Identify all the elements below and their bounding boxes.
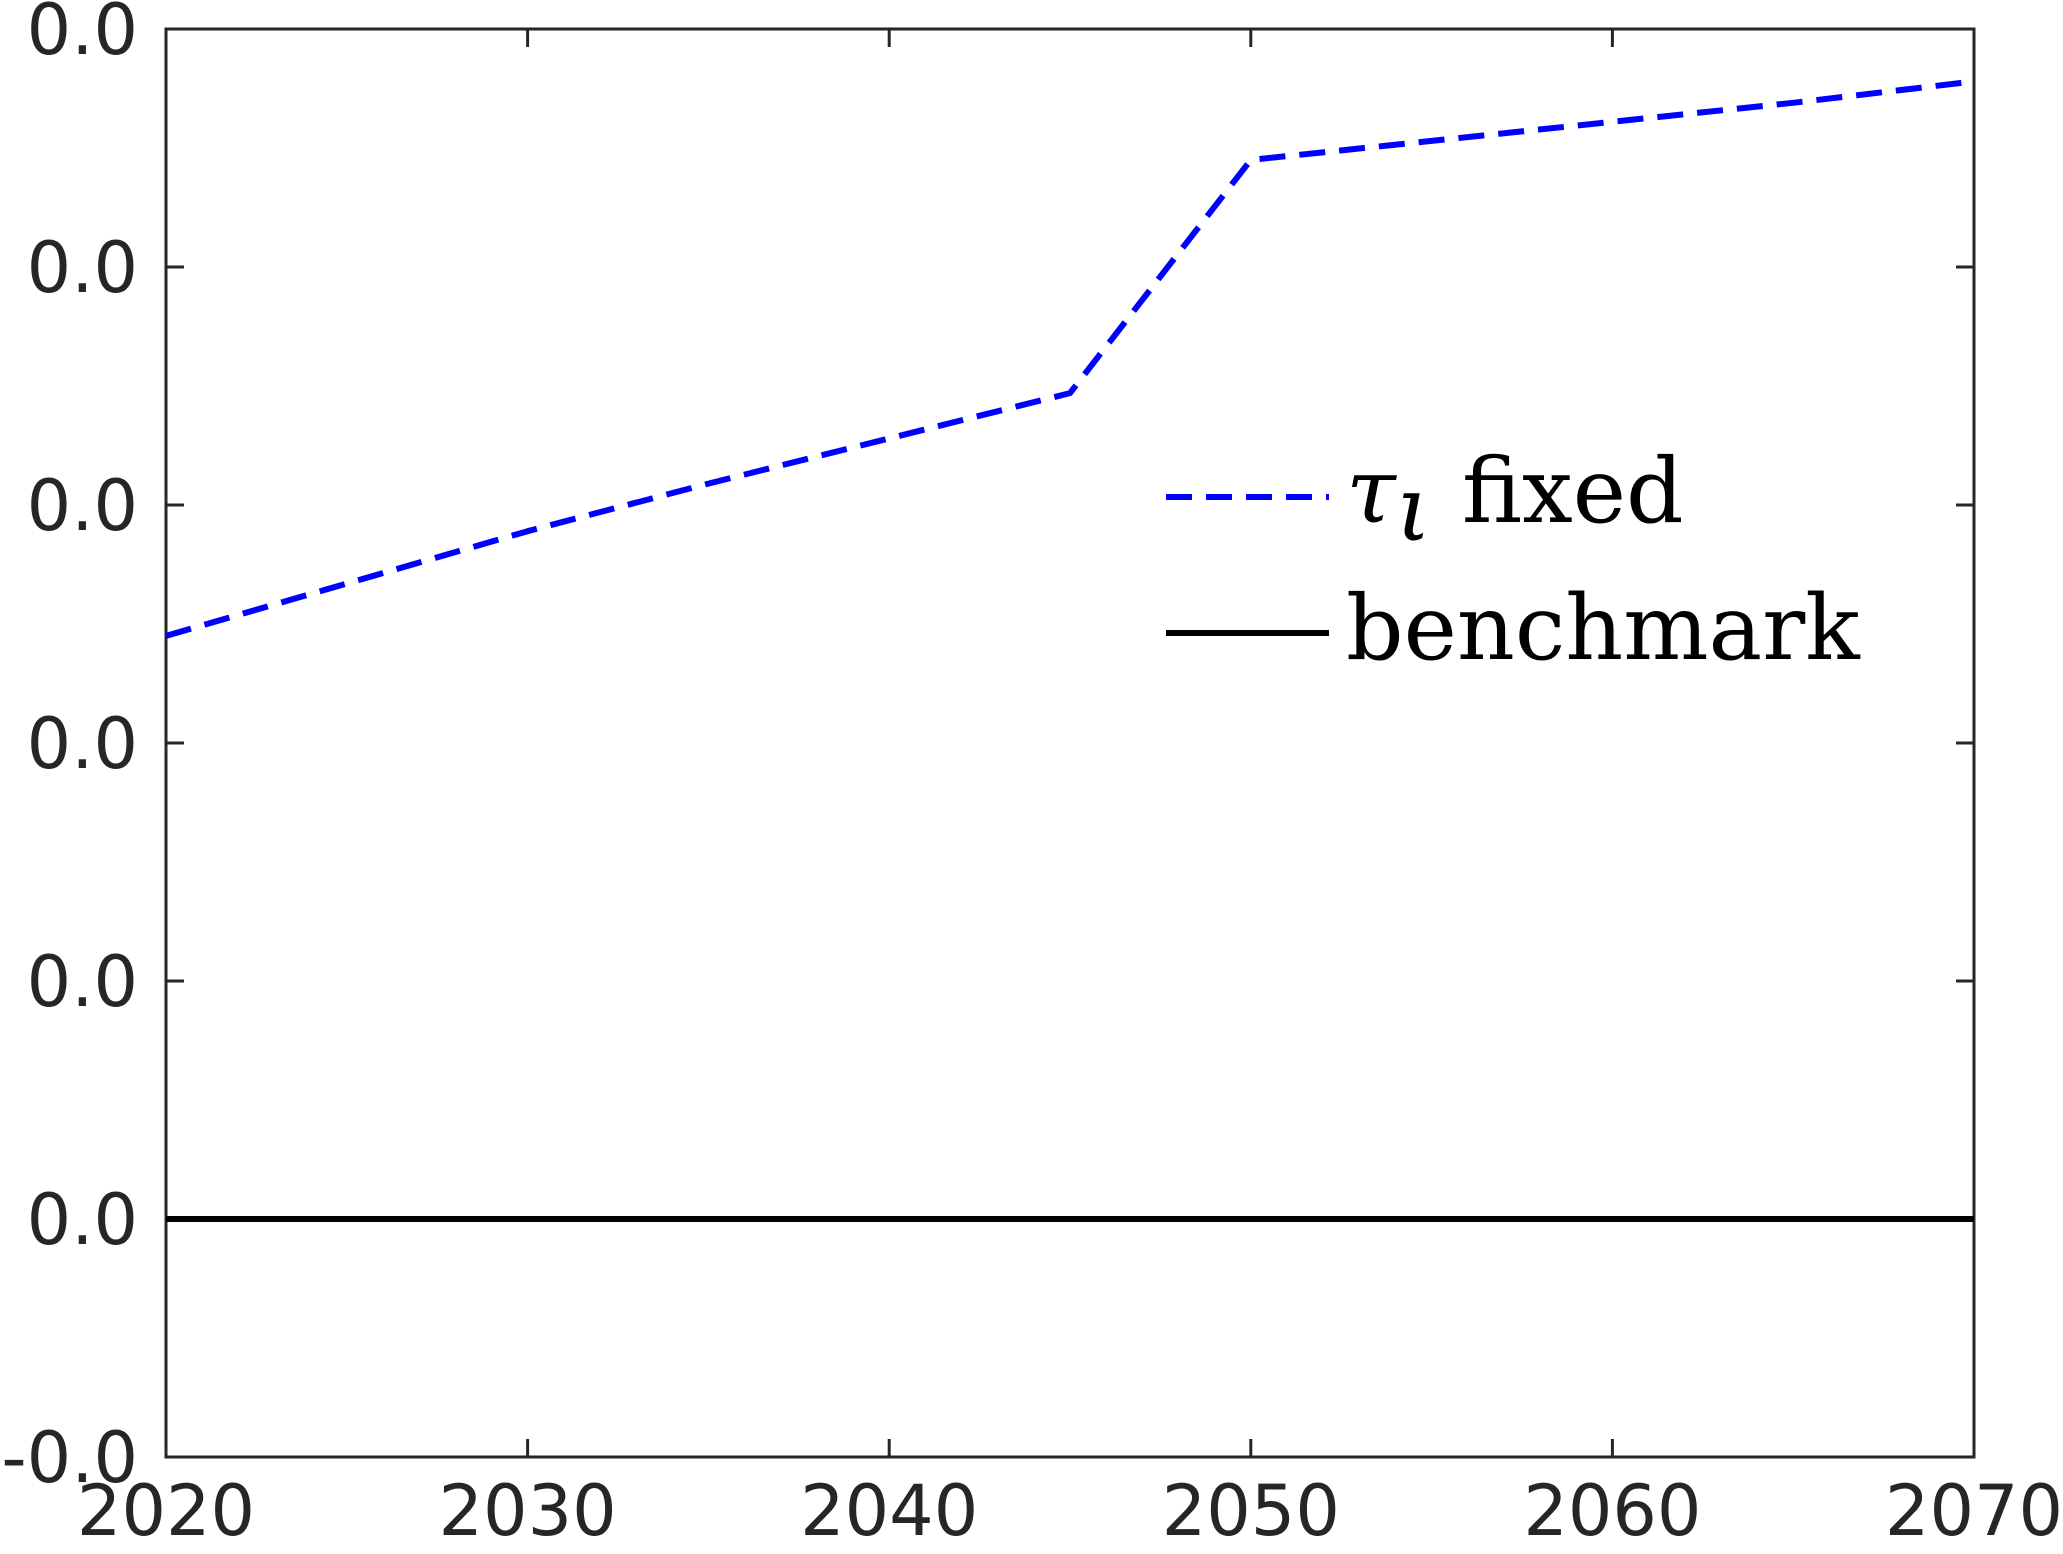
y-tick-label: 0.0 [27, 703, 138, 785]
y-tick-label: 0.0 [27, 1179, 138, 1261]
y-tick-labels: -0.0 0.0 0.0 0.0 0.0 0.0 0.0 [1, 0, 138, 1499]
axis-ticks [164, 27, 1976, 1459]
y-tick-label: -0.0 [1, 1417, 138, 1499]
x-tick-label: 2060 [1523, 1470, 1701, 1552]
legend: τ ι fixed benchmark [1166, 439, 1861, 681]
x-tick-label: 2030 [439, 1470, 617, 1552]
y-tick-label: 0.0 [27, 227, 138, 309]
legend-label-tau-suffix: fixed [1462, 439, 1684, 544]
x-tick-label: 2020 [77, 1470, 255, 1552]
plot-area [164, 27, 1976, 1459]
legend-label-tau-symbol: τ [1346, 439, 1397, 544]
legend-label-tau-subscript: ι [1396, 457, 1431, 562]
y-tick-label: 0.0 [27, 0, 138, 71]
x-tick-label: 2070 [1885, 1470, 2063, 1552]
y-tick-label: 0.0 [27, 941, 138, 1023]
x-tick-label: 2040 [800, 1470, 978, 1552]
x-tick-labels: 2020 2030 2040 2050 2060 2070 [77, 1470, 2063, 1552]
series-line-tau-fixed [165, 78, 1975, 639]
legend-label-benchmark: benchmark [1346, 576, 1861, 681]
series-layer [165, 78, 1975, 1222]
x-tick-label: 2050 [1162, 1470, 1340, 1552]
y-tick-label: 0.0 [27, 465, 138, 547]
